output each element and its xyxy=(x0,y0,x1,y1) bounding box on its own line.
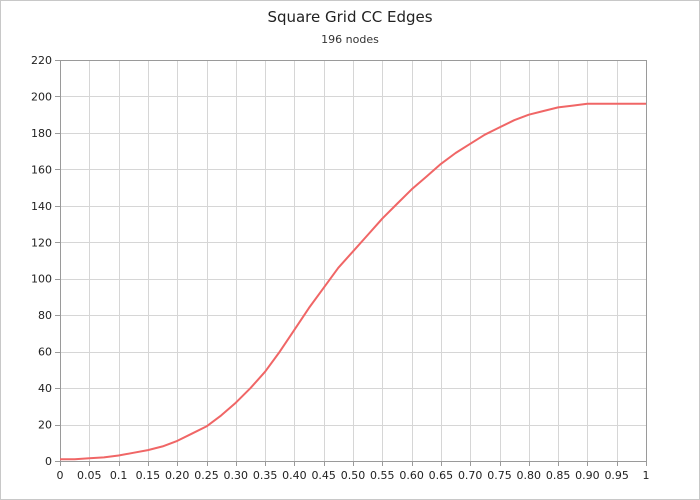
y-tick-label: 220 xyxy=(31,54,52,67)
plot-border xyxy=(60,60,647,462)
y-tick-label: 20 xyxy=(38,419,52,432)
x-tick-label: 0.30 xyxy=(224,469,249,482)
x-tick-label: 0.90 xyxy=(575,469,600,482)
x-tick-label: 0.60 xyxy=(399,469,424,482)
x-tick-label: 0.70 xyxy=(458,469,483,482)
y-tick-label: 0 xyxy=(45,455,52,468)
x-tick-label: 0.05 xyxy=(77,469,102,482)
y-tick-label: 120 xyxy=(31,236,52,249)
x-tick-label: 0.40 xyxy=(282,469,307,482)
y-tick-label: 140 xyxy=(31,200,52,213)
x-tick-label: 0 xyxy=(57,469,64,482)
x-tick-label: 0.65 xyxy=(429,469,454,482)
x-tick-label: 0.95 xyxy=(604,469,629,482)
x-tick-label: 0.85 xyxy=(546,469,571,482)
y-tick-label: 80 xyxy=(38,309,52,322)
x-tick-label: 1 xyxy=(643,469,650,482)
x-tick-label: 0.75 xyxy=(487,469,512,482)
y-tick-label: 60 xyxy=(38,346,52,359)
x-tick-label: 0.25 xyxy=(194,469,219,482)
y-tick-label: 100 xyxy=(31,273,52,286)
x-tick-label: 0.45 xyxy=(311,469,336,482)
y-tick-label: 160 xyxy=(31,163,52,176)
x-tick-label: 0.1 xyxy=(110,469,128,482)
chart-subtitle: 196 nodes xyxy=(321,33,379,46)
y-tick-label: 40 xyxy=(38,382,52,395)
x-tick-label: 0.20 xyxy=(165,469,190,482)
x-tick-label: 0.80 xyxy=(517,469,542,482)
x-tick-label: 0.35 xyxy=(253,469,278,482)
y-tick-label: 200 xyxy=(31,90,52,103)
series-line xyxy=(60,102,646,461)
x-tick-label: 0.15 xyxy=(136,469,161,482)
x-tick-label: 0.50 xyxy=(341,469,366,482)
x-tick-label: 0.55 xyxy=(370,469,395,482)
chart-title: Square Grid CC Edges xyxy=(267,8,433,26)
y-tick-label: 180 xyxy=(31,127,52,140)
